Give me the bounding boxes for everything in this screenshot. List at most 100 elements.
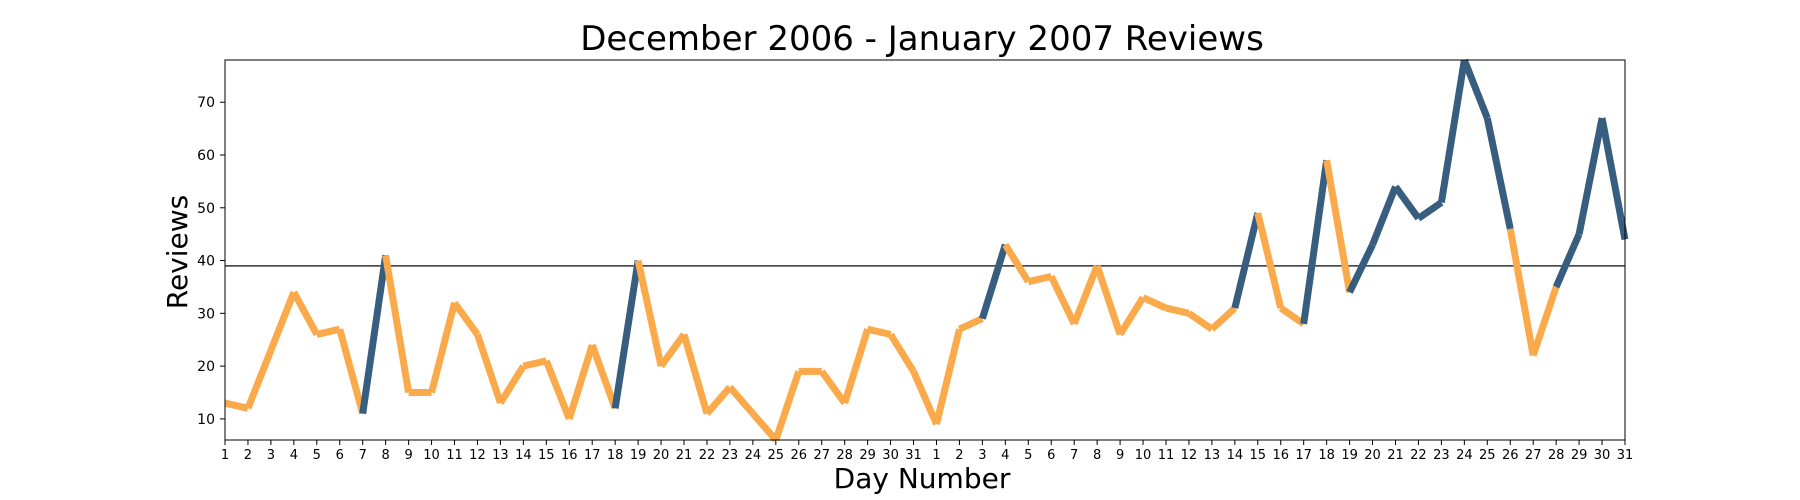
x-tick-label: 22 [1410,448,1427,463]
series-segment [1598,117,1629,241]
x-tick-label: 2 [244,448,252,463]
series-segment [818,369,848,406]
series-segment [1369,185,1399,247]
series-segment [543,359,573,421]
x-tick-label: 31 [1617,448,1634,463]
y-tick-label: 30 [197,306,215,322]
series-segment [1552,232,1583,289]
series-segment [224,399,249,412]
y-axis-label: Reviews [161,195,194,310]
series-segment [658,332,687,369]
x-tick-label: 2 [955,448,963,463]
y-tick-label: 20 [197,359,215,375]
x-tick-label: 15 [538,448,555,463]
x-tick-label: 14 [1227,448,1244,463]
series-segment [451,300,481,337]
x-axis-label: Day Number [834,462,1011,495]
series-segment [1392,184,1422,221]
x-tick-label: 4 [1001,448,1009,463]
y-tick-label: 40 [197,254,215,270]
x-tick-label: 18 [607,448,624,463]
series-segment [1323,159,1354,293]
series-segment [1437,59,1468,204]
x-tick-label: 20 [1364,448,1381,463]
x-tick-label: 11 [446,448,463,463]
series-segment [1141,294,1168,312]
x-tick-label: 12 [1181,448,1198,463]
x-tick-label: 20 [653,448,670,463]
series-segment [910,369,940,426]
x-axis-ticks: 1 2 3 4 5 6 7 8 9 10 11 12 13 14 15 16 17 18 19 20 21 22 23 24 2… [221,440,1633,463]
x-tick-label: 25 [1479,448,1496,463]
x-tick-label: 16 [561,448,578,463]
series-segment [1070,264,1101,326]
series-segment [704,384,733,416]
x-tick-label: 31 [905,448,922,463]
series-segment [727,384,756,416]
x-tick-label: 6 [1047,448,1055,463]
x-tick-label: 28 [836,448,853,463]
x-tick-label: 14 [515,448,532,463]
x-tick-label: 15 [1250,448,1267,463]
x-tick-label: 21 [1387,448,1404,463]
x-tick-label: 6 [336,448,344,463]
x-tick-label: 11 [1158,448,1175,463]
series-segment [634,259,665,367]
series-segment [290,290,320,337]
series-segment [866,325,892,338]
x-tick-label: 5 [313,448,321,463]
x-tick-label: 9 [404,448,412,463]
series-segment [1002,242,1032,284]
series-segment [933,328,963,425]
x-tick-label: 9 [1116,448,1124,463]
x-tick-label: 28 [1548,448,1565,463]
series-line [224,58,1629,443]
series-segment [1165,304,1190,317]
x-tick-label: 17 [1295,448,1312,463]
series-segment [1278,305,1306,327]
x-tick-label: 22 [699,448,716,463]
series-segment [522,357,548,370]
series-segment [474,333,504,405]
series-segment [497,364,527,405]
series-segment [267,290,298,352]
series-segment [841,328,871,405]
series-segment [336,328,367,415]
x-tick-label: 26 [790,448,807,463]
x-tick-label: 16 [1272,448,1289,463]
x-tick-label: 24 [1456,448,1473,463]
x-tick-label: 10 [423,448,440,463]
y-tick-label: 10 [197,412,215,428]
x-tick-label: 4 [290,448,298,463]
series-segment [244,348,275,410]
series-segment [680,333,711,415]
series-segment [1461,58,1491,120]
series-segment [1093,264,1124,336]
series-segment [1254,212,1285,309]
y-tick-label: 70 [197,95,215,111]
chart-title: December 2006 - January 2007 Reviews [580,19,1264,59]
x-tick-label: 8 [382,448,390,463]
x-tick-label: 27 [1525,448,1542,463]
series-segment [359,254,390,415]
series-segment [1575,117,1606,235]
x-tick-label: 29 [1571,448,1588,463]
x-tick-label: 21 [676,448,693,463]
x-tick-label: 30 [1594,448,1611,463]
series-segment [588,343,619,410]
series-segment [428,301,458,394]
x-tick-label: 23 [722,448,739,463]
x-tick-label: 25 [768,448,785,463]
series-segment [887,332,917,374]
x-tick-label: 30 [882,448,899,463]
series-segment [1506,228,1537,357]
x-tick-label: 3 [267,448,275,463]
x-tick-label: 7 [1070,448,1078,463]
x-tick-label: 13 [1204,448,1221,463]
series-segment [1483,117,1514,230]
x-tick-label: 1 [221,448,229,463]
plot-frame [224,59,1626,441]
series-segment [957,315,984,333]
series-segment [1529,285,1560,357]
